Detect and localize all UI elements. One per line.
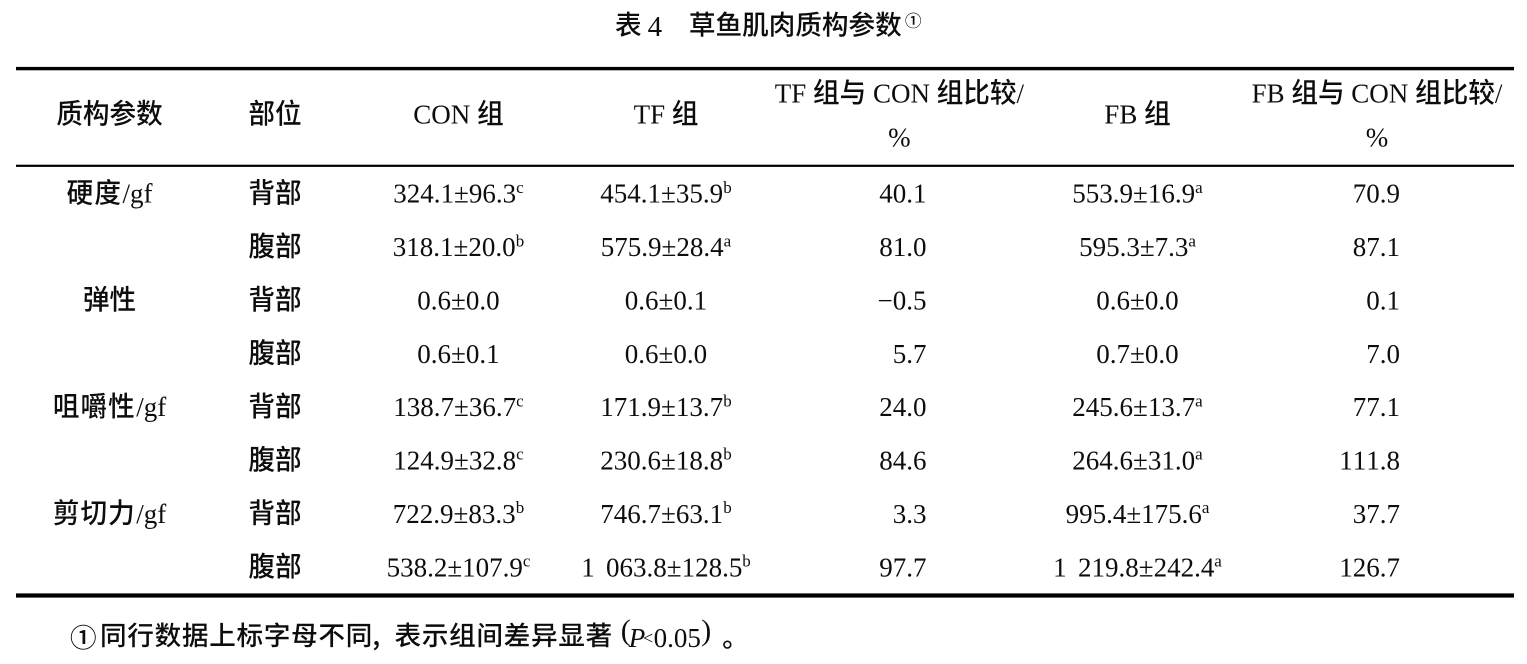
svg-text:P: P [628, 623, 646, 653]
svg-text:3.3: 3.3 [893, 499, 927, 529]
svg-text:c: c [523, 552, 531, 571]
svg-text:TF: TF [775, 79, 807, 109]
svg-text:0.7±0.0: 0.7±0.0 [1096, 339, 1178, 369]
svg-text:575.9±28.4: 575.9±28.4 [601, 232, 724, 262]
svg-text:/: / [1017, 79, 1025, 109]
svg-text:CON: CON [873, 79, 930, 109]
svg-text:746.7±63.1: 746.7±63.1 [600, 499, 723, 529]
svg-text:/gf: /gf [123, 179, 153, 209]
svg-text:a: a [1188, 231, 1196, 250]
svg-text:(: ( [621, 614, 631, 647]
svg-text:126.7: 126.7 [1339, 552, 1400, 582]
svg-text:a: a [1195, 178, 1203, 197]
svg-text:454.1±35.9: 454.1±35.9 [600, 179, 723, 209]
svg-text:−0.5: −0.5 [878, 285, 927, 315]
svg-text:b: b [723, 391, 732, 410]
svg-text:111.8: 111.8 [1339, 446, 1400, 476]
svg-text:124.9±32.8: 124.9±32.8 [393, 446, 516, 476]
svg-text:%: % [888, 123, 911, 153]
svg-text:138.7±36.7: 138.7±36.7 [393, 392, 516, 422]
svg-text:a: a [1195, 445, 1203, 464]
svg-text:264.6±31.0: 264.6±31.0 [1072, 446, 1195, 476]
svg-text:230.6±18.8: 230.6±18.8 [600, 446, 723, 476]
svg-text:97.7: 97.7 [879, 552, 926, 582]
svg-text:24.0: 24.0 [879, 392, 926, 422]
svg-text:/: / [1495, 79, 1503, 109]
svg-text:FB: FB [1252, 79, 1285, 109]
svg-text:5.7: 5.7 [893, 339, 927, 369]
svg-text:/gf: /gf [136, 392, 166, 422]
svg-text:81.0: 81.0 [879, 232, 926, 262]
svg-text:%: % [1366, 123, 1389, 153]
svg-text:0.6±0.0: 0.6±0.0 [417, 285, 499, 315]
svg-text:324.1±96.3: 324.1±96.3 [393, 179, 516, 209]
svg-text:b: b [516, 498, 525, 517]
svg-text:0.05: 0.05 [654, 623, 701, 653]
svg-text:40.1: 40.1 [879, 179, 926, 209]
svg-text:CON: CON [413, 100, 470, 130]
svg-text:<: < [643, 628, 653, 648]
svg-text:063.8±128.5: 063.8±128.5 [606, 552, 742, 582]
svg-text:b: b [723, 445, 732, 464]
svg-text:a: a [1202, 498, 1210, 517]
svg-text:b: b [516, 231, 525, 250]
svg-text:538.2±107.9: 538.2±107.9 [387, 552, 523, 582]
svg-text:FB: FB [1104, 100, 1137, 130]
svg-text:c: c [516, 391, 524, 410]
svg-text:): ) [701, 614, 711, 647]
svg-text:a: a [724, 231, 732, 250]
svg-text:995.4±175.6: 995.4±175.6 [1066, 499, 1202, 529]
svg-text:722.9±83.3: 722.9±83.3 [393, 499, 516, 529]
svg-text:a: a [1195, 391, 1203, 410]
svg-text:c: c [516, 445, 524, 464]
svg-text:7.0: 7.0 [1366, 339, 1400, 369]
svg-text:1: 1 [581, 552, 595, 582]
svg-text:245.6±13.7: 245.6±13.7 [1072, 392, 1195, 422]
svg-text:70.9: 70.9 [1353, 179, 1400, 209]
svg-text:0.1: 0.1 [1366, 285, 1400, 315]
svg-text:a: a [1214, 552, 1222, 571]
svg-text:37.7: 37.7 [1353, 499, 1400, 529]
svg-text:c: c [516, 178, 524, 197]
svg-text:1: 1 [1053, 552, 1067, 582]
svg-text:0.6±0.1: 0.6±0.1 [625, 285, 707, 315]
svg-text:b: b [742, 552, 751, 571]
svg-text:77.1: 77.1 [1353, 392, 1400, 422]
svg-text:553.9±16.9: 553.9±16.9 [1072, 179, 1195, 209]
svg-text:0.6±0.0: 0.6±0.0 [1096, 285, 1178, 315]
svg-text:b: b [723, 178, 732, 197]
svg-text:0.6±0.0: 0.6±0.0 [625, 339, 707, 369]
svg-text:87.1: 87.1 [1353, 232, 1400, 262]
svg-text:CON: CON [1351, 79, 1408, 109]
svg-text:219.8±242.4: 219.8±242.4 [1078, 552, 1215, 582]
svg-text:/gf: /gf [136, 499, 166, 529]
svg-text:b: b [723, 498, 732, 517]
svg-text:4: 4 [648, 11, 663, 43]
svg-text:TF: TF [634, 100, 666, 130]
svg-text:84.6: 84.6 [879, 446, 926, 476]
svg-text:595.3±7.3: 595.3±7.3 [1079, 232, 1188, 262]
svg-text:171.9±13.7: 171.9±13.7 [600, 392, 723, 422]
svg-text:318.1±20.0: 318.1±20.0 [393, 232, 516, 262]
svg-text:0.6±0.1: 0.6±0.1 [417, 339, 499, 369]
